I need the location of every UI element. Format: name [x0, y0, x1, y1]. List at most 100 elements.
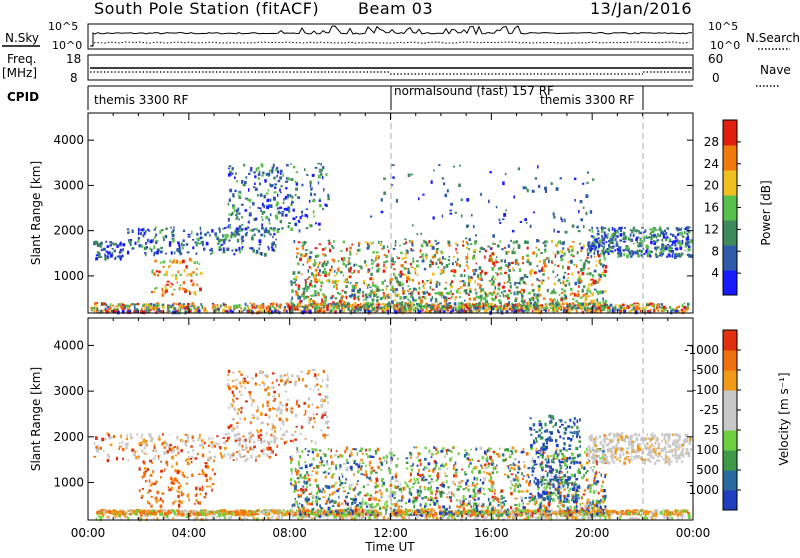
- power-echo-cell: [310, 184, 312, 188]
- power-echo-cell: [199, 263, 201, 265]
- power-echo-cell: [319, 169, 321, 171]
- power-echo-cell: [291, 178, 294, 181]
- cpid-segment-2: normalsound (fast) 157 RF: [394, 84, 554, 98]
- velocity-echo-cell: [130, 510, 132, 513]
- power-echo-cell: [299, 258, 302, 261]
- power-echo-cell: [186, 243, 188, 246]
- power-echo-cell: [464, 300, 466, 302]
- power-echo-cell: [475, 280, 477, 284]
- power-echo-cell: [510, 305, 512, 308]
- power-echo-cell: [491, 279, 493, 281]
- power-echo-cell: [604, 232, 606, 235]
- power-echo-cell: [589, 272, 591, 275]
- velocity-echo-cell: [267, 509, 270, 512]
- power-echo-cell: [333, 259, 335, 263]
- power-echo-cell: [404, 261, 406, 263]
- power-echo-cell: [96, 254, 98, 256]
- power-echo-cell: [519, 268, 521, 272]
- power-echo-cell: [635, 311, 638, 314]
- power-echo-cell: [302, 294, 305, 297]
- power-echo-cell: [294, 281, 296, 283]
- power-echo-cell: [324, 254, 326, 256]
- power-echo-cell: [383, 262, 386, 264]
- power-echo-cell: [253, 249, 256, 253]
- power-echo-cell: [370, 242, 372, 245]
- power-echo-cell: [161, 293, 164, 296]
- power-echo-cell: [465, 237, 467, 239]
- power-echo-cell: [162, 261, 165, 264]
- velocity-echo-cell: [217, 443, 220, 445]
- power-echo-cell: [462, 240, 464, 243]
- velocity-echo-cell: [333, 512, 335, 514]
- power-echo-cell: [572, 302, 575, 305]
- power-echo-cell: [421, 233, 422, 235]
- power-echo-cell: [545, 310, 547, 313]
- power-echo-cell: [349, 276, 352, 279]
- power-echo-cell: [104, 254, 106, 257]
- power-echo-cell: [223, 247, 225, 250]
- power-echo-cell: [406, 296, 408, 299]
- power-echo-cell: [452, 293, 454, 295]
- power-echo-cell: [191, 302, 194, 305]
- power-echo-cell: [461, 214, 463, 217]
- power-echo-cell: [492, 276, 495, 279]
- power-echo-cell: [328, 240, 331, 242]
- power-echo-cell: [599, 302, 602, 304]
- power-echo-cell: [612, 247, 614, 249]
- power-echo-cell: [464, 269, 466, 272]
- power-echo-cell: [312, 285, 314, 288]
- power-echo-cell: [543, 259, 546, 262]
- power-echo-cell: [402, 307, 404, 311]
- power-echo-cell: [417, 233, 419, 235]
- velocity-echo-cell: [127, 459, 129, 461]
- power-echo-cell: [607, 307, 610, 309]
- power-echo-cell: [317, 163, 320, 165]
- velocity-echo-cell: [167, 450, 169, 453]
- power-echo-cell: [578, 302, 581, 304]
- velocity-echo-cell: [153, 458, 156, 460]
- power-echo-cell: [354, 302, 356, 305]
- velocity-echo-cell: [251, 513, 253, 516]
- power-echo-cell: [508, 262, 511, 266]
- power-echo-cell: [412, 224, 414, 226]
- velocity-echo-cell: [162, 433, 164, 435]
- power-echo-cell: [675, 248, 677, 250]
- power-echo-cell: [183, 239, 185, 242]
- power-echo-cell: [383, 264, 384, 268]
- power-echo-cell: [233, 309, 235, 311]
- power-echo-cell: [589, 290, 591, 294]
- velocity-echo-cell: [150, 439, 153, 442]
- power-echo-cell: [444, 288, 447, 290]
- power-echo-cell: [387, 294, 389, 297]
- power-echo-cell: [286, 303, 288, 305]
- power-echo-cell: [630, 233, 632, 236]
- power-echo-cell: [321, 299, 323, 303]
- power-echo-cell: [604, 227, 607, 229]
- power-echo-cell: [475, 234, 477, 236]
- power-echo-cell: [689, 245, 691, 247]
- power-echo-cell: [474, 240, 477, 242]
- power-echo-cell: [194, 261, 197, 264]
- power-echo-cell: [545, 190, 547, 193]
- power-echo-cell: [600, 263, 603, 266]
- power-echo-cell: [459, 291, 461, 294]
- power-echo-cell: [338, 280, 340, 282]
- cpid-segment-3: themis 3300 RF: [540, 93, 634, 107]
- power-echo-cell: [229, 189, 232, 193]
- power-echo-cell: [432, 306, 434, 308]
- power-echo-cell: [346, 278, 348, 281]
- power-echo-cell: [290, 194, 292, 197]
- power-echo-cell: [110, 310, 112, 313]
- power-echo-cell: [252, 229, 254, 232]
- power-echo-cell: [358, 296, 360, 298]
- power-echo-cell: [392, 164, 395, 166]
- power-echo-cell: [486, 294, 488, 297]
- power-echo-cell: [507, 266, 509, 269]
- power-echo-cell: [305, 253, 307, 255]
- power-echo-cell: [424, 296, 426, 299]
- power-echo-cell: [580, 260, 583, 262]
- power-echo-cell: [194, 311, 196, 313]
- power-echo-cell: [455, 248, 457, 251]
- power-echo-cell: [518, 309, 521, 312]
- power-echo-cell: [280, 192, 282, 194]
